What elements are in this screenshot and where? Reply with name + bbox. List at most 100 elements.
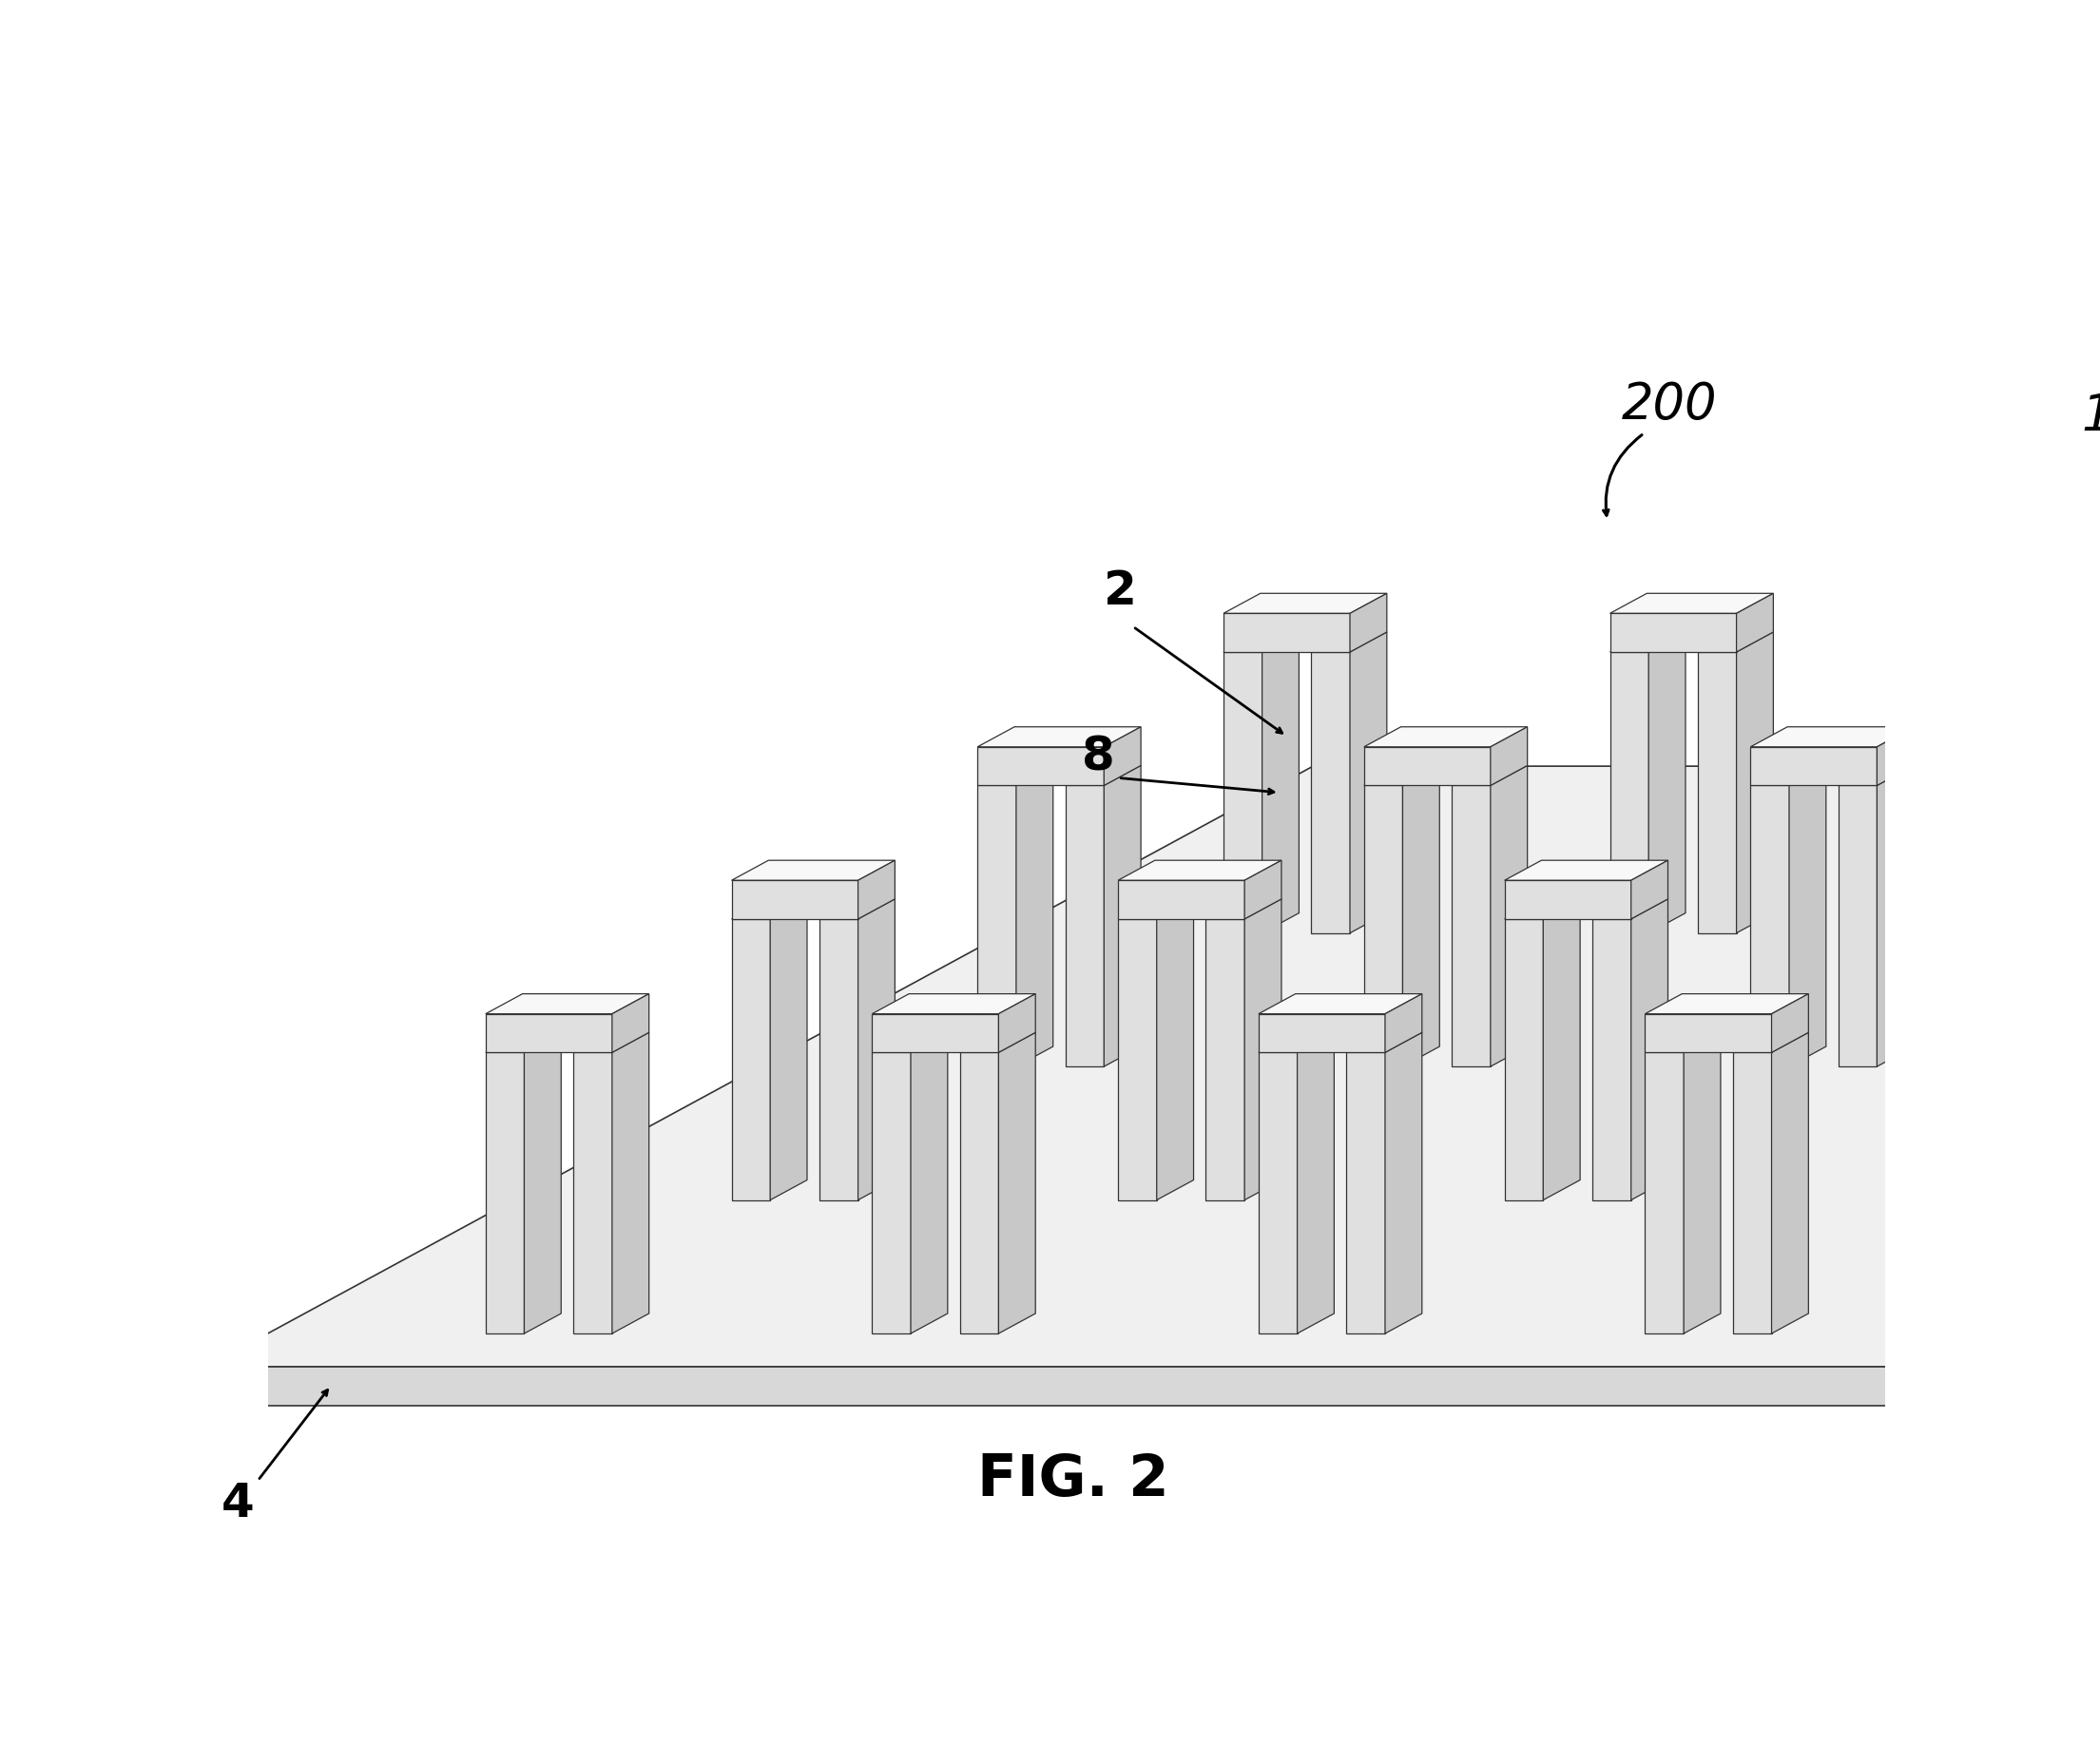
Polygon shape bbox=[976, 766, 1052, 785]
Polygon shape bbox=[1245, 899, 1281, 1201]
Polygon shape bbox=[1504, 879, 1632, 920]
Polygon shape bbox=[1350, 593, 1386, 653]
Polygon shape bbox=[2085, 653, 2100, 934]
Polygon shape bbox=[1611, 632, 1686, 653]
Polygon shape bbox=[1224, 593, 1386, 614]
Polygon shape bbox=[485, 995, 649, 1014]
Polygon shape bbox=[1772, 995, 1808, 1052]
Polygon shape bbox=[859, 899, 895, 1201]
Polygon shape bbox=[1644, 1052, 1684, 1333]
Polygon shape bbox=[871, 995, 1035, 1014]
Polygon shape bbox=[871, 1033, 947, 1052]
Polygon shape bbox=[1117, 879, 1245, 920]
Polygon shape bbox=[1751, 747, 1877, 785]
Text: 8: 8 bbox=[1082, 735, 1115, 780]
Polygon shape bbox=[1930, 899, 1966, 1201]
Polygon shape bbox=[1890, 860, 2054, 879]
Polygon shape bbox=[1350, 632, 1386, 934]
Polygon shape bbox=[1016, 766, 1052, 1066]
Polygon shape bbox=[611, 1033, 649, 1333]
Polygon shape bbox=[1000, 1033, 1035, 1333]
Polygon shape bbox=[1732, 1052, 1772, 1333]
Polygon shape bbox=[2018, 899, 2054, 1201]
Text: 200: 200 bbox=[1621, 380, 1718, 429]
Polygon shape bbox=[1262, 632, 1300, 934]
Polygon shape bbox=[1697, 632, 1772, 653]
Polygon shape bbox=[1632, 899, 1667, 1201]
Polygon shape bbox=[1592, 920, 1632, 1201]
Polygon shape bbox=[1117, 920, 1157, 1201]
Polygon shape bbox=[976, 747, 1105, 785]
Polygon shape bbox=[1245, 860, 1281, 920]
Polygon shape bbox=[871, 1052, 911, 1333]
Polygon shape bbox=[1065, 785, 1105, 1066]
Polygon shape bbox=[1365, 766, 1439, 785]
Polygon shape bbox=[960, 1033, 1035, 1052]
Polygon shape bbox=[1648, 632, 1686, 934]
Polygon shape bbox=[1611, 614, 1737, 653]
Polygon shape bbox=[2085, 632, 2100, 653]
Polygon shape bbox=[911, 1033, 947, 1333]
Polygon shape bbox=[573, 1052, 611, 1333]
Polygon shape bbox=[1789, 766, 1827, 1066]
Polygon shape bbox=[1346, 1033, 1422, 1052]
Polygon shape bbox=[206, 1366, 2100, 1405]
Polygon shape bbox=[1258, 1033, 1334, 1052]
Polygon shape bbox=[2031, 1033, 2100, 1052]
Polygon shape bbox=[1065, 766, 1140, 785]
Polygon shape bbox=[206, 766, 2100, 1366]
Polygon shape bbox=[1258, 995, 1422, 1014]
Polygon shape bbox=[1310, 632, 1386, 653]
Polygon shape bbox=[1997, 593, 2100, 614]
Polygon shape bbox=[1346, 1052, 1386, 1333]
Text: 2: 2 bbox=[1105, 569, 1136, 614]
Polygon shape bbox=[1224, 632, 1300, 653]
Polygon shape bbox=[1644, 1014, 1772, 1052]
Polygon shape bbox=[1751, 785, 1789, 1066]
Polygon shape bbox=[819, 920, 859, 1201]
Polygon shape bbox=[731, 899, 806, 920]
Polygon shape bbox=[1157, 899, 1193, 1201]
Polygon shape bbox=[1386, 995, 1422, 1052]
Polygon shape bbox=[1737, 593, 1772, 653]
Polygon shape bbox=[1592, 899, 1667, 920]
Polygon shape bbox=[1224, 614, 1350, 653]
Polygon shape bbox=[1205, 920, 1245, 1201]
Polygon shape bbox=[1997, 653, 2035, 934]
Polygon shape bbox=[2031, 995, 2100, 1014]
Polygon shape bbox=[1386, 1033, 1422, 1333]
Polygon shape bbox=[1697, 653, 1737, 934]
Polygon shape bbox=[1838, 785, 1877, 1066]
Polygon shape bbox=[1000, 995, 1035, 1052]
Polygon shape bbox=[611, 995, 649, 1052]
Polygon shape bbox=[1451, 766, 1527, 785]
Polygon shape bbox=[1644, 1033, 1720, 1052]
Polygon shape bbox=[1258, 1052, 1298, 1333]
Polygon shape bbox=[1611, 593, 1772, 614]
Text: 4: 4 bbox=[220, 1482, 254, 1527]
Polygon shape bbox=[1205, 899, 1281, 920]
Polygon shape bbox=[1737, 632, 1772, 934]
Text: FIG. 2: FIG. 2 bbox=[976, 1452, 1170, 1508]
Polygon shape bbox=[485, 1033, 561, 1052]
Polygon shape bbox=[2031, 1014, 2100, 1052]
Polygon shape bbox=[731, 920, 771, 1201]
Polygon shape bbox=[731, 879, 859, 920]
Polygon shape bbox=[871, 1014, 1000, 1052]
Polygon shape bbox=[819, 899, 895, 920]
Polygon shape bbox=[1224, 653, 1262, 934]
Polygon shape bbox=[1117, 899, 1193, 920]
Polygon shape bbox=[1105, 728, 1140, 785]
Polygon shape bbox=[1838, 766, 1913, 785]
Polygon shape bbox=[1751, 728, 1913, 747]
Polygon shape bbox=[1105, 766, 1140, 1066]
Polygon shape bbox=[960, 1052, 1000, 1333]
Polygon shape bbox=[1298, 1033, 1334, 1333]
Polygon shape bbox=[771, 899, 806, 1201]
Polygon shape bbox=[1978, 920, 2018, 1201]
Polygon shape bbox=[1504, 899, 1579, 920]
Polygon shape bbox=[731, 860, 895, 879]
Polygon shape bbox=[1997, 632, 2073, 653]
Polygon shape bbox=[1365, 747, 1491, 785]
Text: 100: 100 bbox=[2081, 391, 2100, 441]
